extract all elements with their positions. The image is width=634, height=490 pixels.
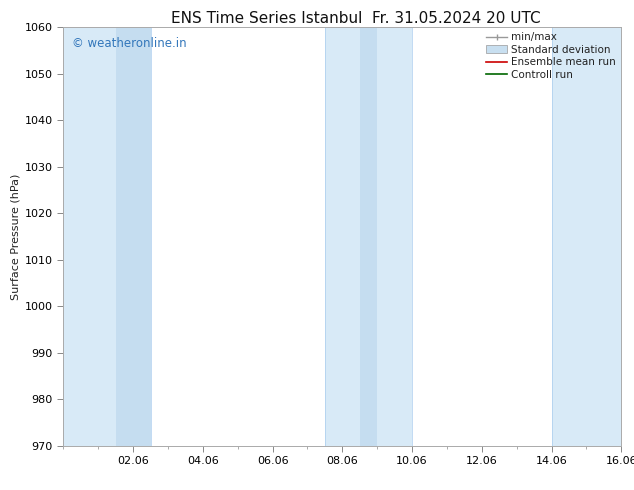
Bar (115, 27, 150, 446)
Text: © weatheronline.in: © weatheronline.in (72, 37, 186, 50)
Text: Fr. 31.05.2024 20 UTC: Fr. 31.05.2024 20 UTC (372, 11, 541, 26)
Bar (359, 27, 377, 446)
Legend: min/max, Standard deviation, Ensemble mean run, Controll run: min/max, Standard deviation, Ensemble me… (483, 29, 619, 83)
Text: ENS Time Series Istanbul: ENS Time Series Istanbul (171, 11, 362, 26)
Bar (325, 27, 412, 446)
Y-axis label: Surface Pressure (hPa): Surface Pressure (hPa) (11, 173, 21, 299)
Bar (552, 27, 621, 446)
Bar (63, 27, 150, 446)
